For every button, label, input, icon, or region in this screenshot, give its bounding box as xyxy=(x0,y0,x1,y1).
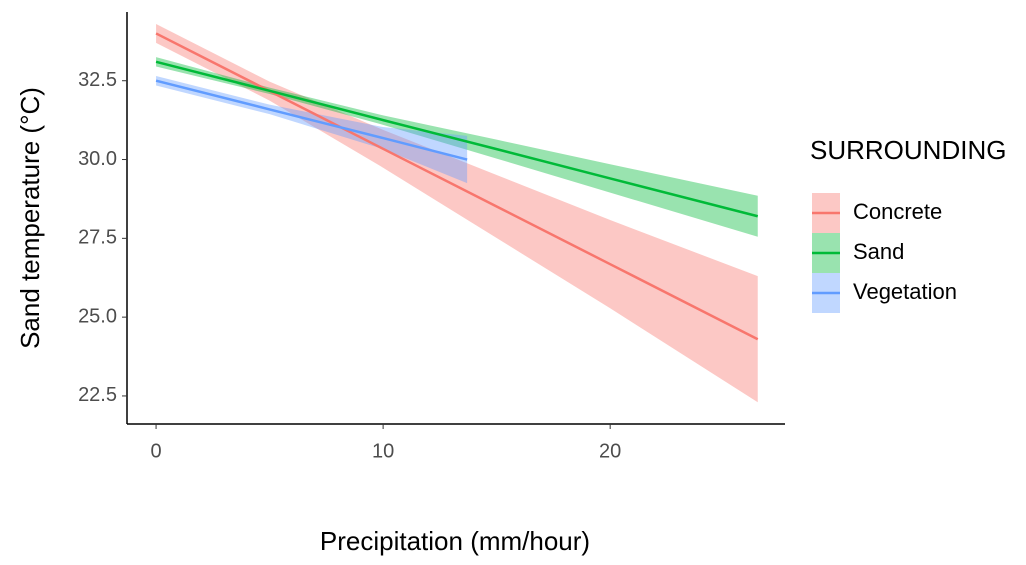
x-tick-label: 20 xyxy=(599,440,621,462)
legend-label: Sand xyxy=(853,239,904,264)
legend-title: SURROUNDING xyxy=(810,135,1006,165)
legend-label: Concrete xyxy=(853,199,942,224)
y-axis-label: Sand temperature (°C) xyxy=(15,87,45,349)
y-tick-label: 25.0 xyxy=(78,305,117,327)
y-tick-label: 32.5 xyxy=(78,69,117,91)
plot-area xyxy=(155,23,759,403)
legend-label: Vegetation xyxy=(853,279,957,304)
x-axis-label: Precipitation (mm/hour) xyxy=(320,526,590,556)
y-tick-label: 27.5 xyxy=(78,227,117,249)
trend-line xyxy=(155,60,759,218)
trend-line xyxy=(155,32,759,341)
y-tick-label: 30.0 xyxy=(78,148,117,170)
y-tick-label: 22.5 xyxy=(78,384,117,406)
x-tick-label: 0 xyxy=(151,440,162,462)
confidence-band xyxy=(156,75,468,184)
confidence-band xyxy=(156,57,758,237)
trend-line xyxy=(155,79,468,161)
confidence-band xyxy=(156,23,758,403)
x-tick-label: 10 xyxy=(372,440,394,462)
